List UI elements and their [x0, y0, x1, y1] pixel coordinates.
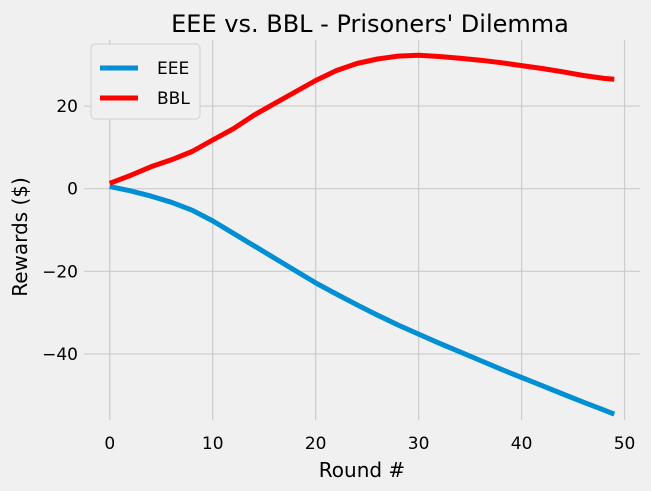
y-axis-label: Rewards ($) — [8, 177, 32, 297]
y-tick-label: −40 — [42, 345, 78, 365]
series-line-eee — [109, 184, 616, 417]
x-tick-label: 30 — [408, 434, 430, 454]
grid — [84, 40, 640, 420]
x-tick-label: 0 — [104, 434, 115, 454]
legend-label-eee: EEE — [157, 59, 189, 79]
x-tick-label: 50 — [614, 434, 636, 454]
legend-label-bbl: BBL — [157, 89, 190, 109]
chart-title: EEE vs. BBL - Prisoners' Dilemma — [171, 10, 569, 38]
y-tick-label: −20 — [42, 262, 78, 282]
x-tick-label: 40 — [511, 434, 533, 454]
series-line-bbl — [108, 52, 615, 186]
series-lines — [108, 52, 616, 417]
y-tick-label: 0 — [67, 180, 78, 200]
legend: EEE BBL — [90, 43, 201, 120]
x-tick-label: 10 — [202, 434, 224, 454]
x-tick-labels: 0 10 20 30 40 50 — [104, 434, 635, 454]
y-tick-label: 20 — [56, 97, 78, 117]
y-tick-labels: −40 −20 0 20 — [42, 97, 78, 365]
x-tick-label: 20 — [305, 434, 327, 454]
x-axis-label: Round # — [319, 458, 405, 482]
